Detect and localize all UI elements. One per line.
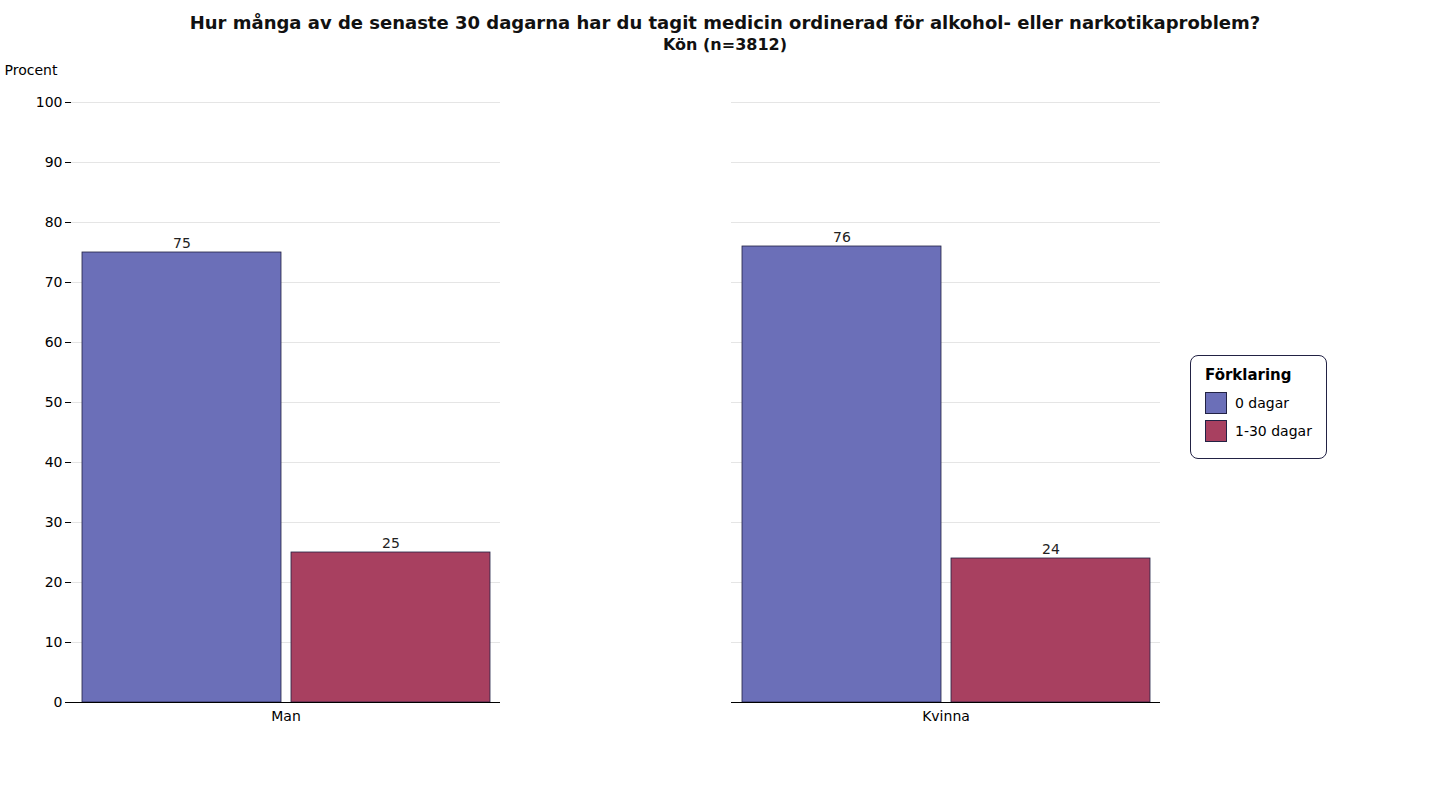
svg-text:24: 24 xyxy=(1042,541,1060,557)
html-text:1-30 dagar: 1-30 dagar xyxy=(1235,423,1312,439)
svg-text:Kvinna: Kvinna xyxy=(922,708,970,724)
html-text:Kön (n=3812): Kön (n=3812) xyxy=(663,35,787,54)
svg-text:90: 90 xyxy=(45,154,63,170)
svg-text:Procent: Procent xyxy=(5,62,58,78)
svg-text:40: 40 xyxy=(45,454,63,470)
svg-text:Man: Man xyxy=(271,708,301,724)
svg-text:76: 76 xyxy=(833,229,851,245)
html-text:Förklaring: Förklaring xyxy=(1205,366,1292,384)
svg-text:0: 0 xyxy=(54,694,63,710)
svg-text:30: 30 xyxy=(45,514,63,530)
svg-text:70: 70 xyxy=(45,274,63,290)
svg-text:25: 25 xyxy=(382,535,400,551)
html-text:Hur många av de senaste 30 dag: Hur många av de senaste 30 dagarna har d… xyxy=(189,12,1261,33)
svg-text:20: 20 xyxy=(45,574,63,590)
svg-text:60: 60 xyxy=(45,334,63,350)
svg-text:100: 100 xyxy=(36,94,63,110)
svg-text:75: 75 xyxy=(173,235,191,251)
svg-text:80: 80 xyxy=(45,214,63,230)
svg-text:10: 10 xyxy=(45,634,63,650)
svg-text:50: 50 xyxy=(45,394,63,410)
html-text:0 dagar: 0 dagar xyxy=(1235,395,1289,411)
